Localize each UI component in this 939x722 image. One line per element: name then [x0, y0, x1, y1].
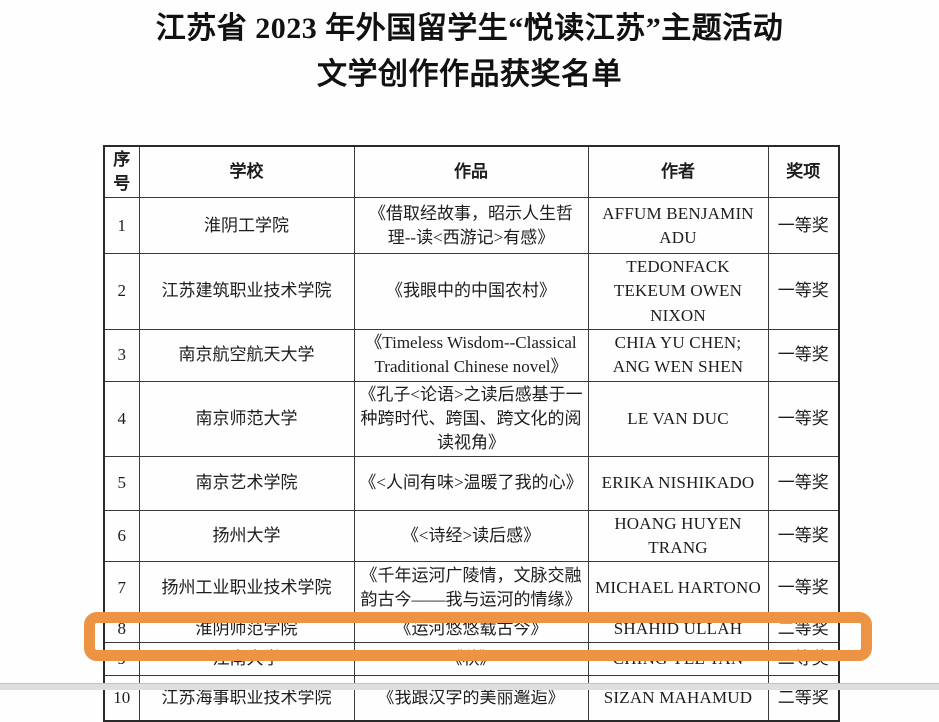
cell-work: 《<诗经>读后感》	[353, 509, 589, 563]
table-row-highlighted: 9 江南大学 《秋》 CHING YEE TAN 二等奖	[103, 642, 840, 677]
cell-school: 江苏建筑职业技术学院	[138, 253, 355, 330]
cell-award: 一等奖	[767, 253, 840, 330]
page-bottom-edge	[0, 683, 939, 690]
cell-award: 一等奖	[767, 509, 840, 563]
cell-school: 扬州大学	[138, 509, 355, 563]
cell-work: 《运河悠悠载古今》	[353, 614, 589, 644]
header-author: 作者	[587, 145, 769, 199]
cell-author: ERIKA NISHIKADO	[587, 456, 769, 511]
cell-award: 一等奖	[767, 561, 840, 616]
header-school: 学校	[138, 145, 355, 199]
table-row: 7 扬州工业职业技术学院 《千年运河广陵情，文脉交融韵古今——我与运河的情缘》 MIC…	[103, 561, 840, 616]
cell-school: 淮阴师范学院	[138, 614, 355, 644]
table-row: 4 南京师范大学 《孔子<论语>之读后感基于一种跨时代、跨国、跨文化的阅读视角》 LE…	[103, 380, 840, 458]
cell-no: 8	[103, 614, 140, 644]
cell-no: 4	[103, 380, 140, 458]
header-award: 奖项	[767, 145, 840, 199]
cell-work: 《我眼中的中国农村》	[353, 253, 589, 330]
cell-no: 6	[103, 509, 140, 563]
cell-author: LE VAN DUC	[587, 380, 769, 458]
cell-award: 一等奖	[767, 197, 840, 255]
cell-author: HOANG HUYEN TRANG	[587, 509, 769, 563]
cell-no: 5	[103, 456, 140, 511]
cell-no: 9	[103, 642, 140, 677]
cell-school: 南京航空航天大学	[138, 328, 355, 382]
cell-author: CHIA YU CHEN; ANG WEN SHEN	[587, 328, 769, 382]
cell-work: 《Timeless Wisdom--Classical Traditional …	[353, 328, 589, 382]
cell-author: AFFUM BENJAMIN ADU	[587, 197, 769, 255]
cell-school: 南京艺术学院	[138, 456, 355, 511]
cell-work: 《借取经故事，昭示人生哲理--读<西游记>有感》	[353, 197, 589, 255]
cell-no: 7	[103, 561, 140, 616]
table-header-row: 序号 学校 作品 作者 奖项	[103, 145, 840, 199]
cell-award: 一等奖	[767, 380, 840, 458]
table-row: 8 淮阴师范学院 《运河悠悠载古今》 SHAHID ULLAH 二等奖	[103, 614, 840, 644]
cell-author: TEDONFACK TEKEUM OWEN NIXON	[587, 253, 769, 330]
cell-work: 《秋》	[353, 642, 589, 677]
cell-award: 一等奖	[767, 456, 840, 511]
table-row: 3 南京航空航天大学 《Timeless Wisdom--Classical Tra…	[103, 328, 840, 382]
cell-author: CHING YEE TAN	[587, 642, 769, 677]
cell-school: 江南大学	[138, 642, 355, 677]
title-line-2: 文学创作作品获奖名单	[317, 58, 622, 91]
cell-work: 《<人间有味>温暖了我的心》	[353, 456, 589, 511]
header-no: 序号	[103, 145, 140, 199]
cell-author: SHAHID ULLAH	[587, 614, 769, 644]
cell-author: MICHAEL HARTONO	[587, 561, 769, 616]
cell-work: 《孔子<论语>之读后感基于一种跨时代、跨国、跨文化的阅读视角》	[353, 380, 589, 458]
table-body: 1 淮阴工学院 《借取经故事，昭示人生哲理--读<西游记>有感》 AFFUM BENJ…	[103, 197, 840, 722]
document-title: 江苏省 2023 年外国留学生“悦读江苏”主题活动 文学创作作品获奖名单	[0, 6, 939, 98]
cell-award: 一等奖	[767, 328, 840, 382]
cell-school: 淮阴工学院	[138, 197, 355, 255]
table-row: 1 淮阴工学院 《借取经故事，昭示人生哲理--读<西游记>有感》 AFFUM BENJ…	[103, 197, 840, 255]
table-row: 2 江苏建筑职业技术学院 《我眼中的中国农村》 TEDONFACK TEKEUM OW…	[103, 253, 840, 330]
cell-work: 《千年运河广陵情，文脉交融韵古今——我与运河的情缘》	[353, 561, 589, 616]
awards-table: 序号 学校 作品 作者 奖项 1 淮阴工学院 《借取经故事，昭示人生哲理--读<西游…	[103, 145, 840, 722]
cell-award: 二等奖	[767, 642, 840, 677]
cell-no: 3	[103, 328, 140, 382]
cell-no: 1	[103, 197, 140, 255]
cell-no: 2	[103, 253, 140, 330]
title-line-1: 江苏省 2023 年外国留学生“悦读江苏”主题活动	[155, 12, 784, 45]
cell-award: 二等奖	[767, 614, 840, 644]
table-row: 5 南京艺术学院 《<人间有味>温暖了我的心》 ERIKA NISHIKADO 一等奖	[103, 456, 840, 511]
table-row: 6 扬州大学 《<诗经>读后感》 HOANG HUYEN TRANG 一等奖	[103, 509, 840, 563]
cell-school: 扬州工业职业技术学院	[138, 561, 355, 616]
cell-school: 南京师范大学	[138, 380, 355, 458]
header-work: 作品	[353, 145, 589, 199]
